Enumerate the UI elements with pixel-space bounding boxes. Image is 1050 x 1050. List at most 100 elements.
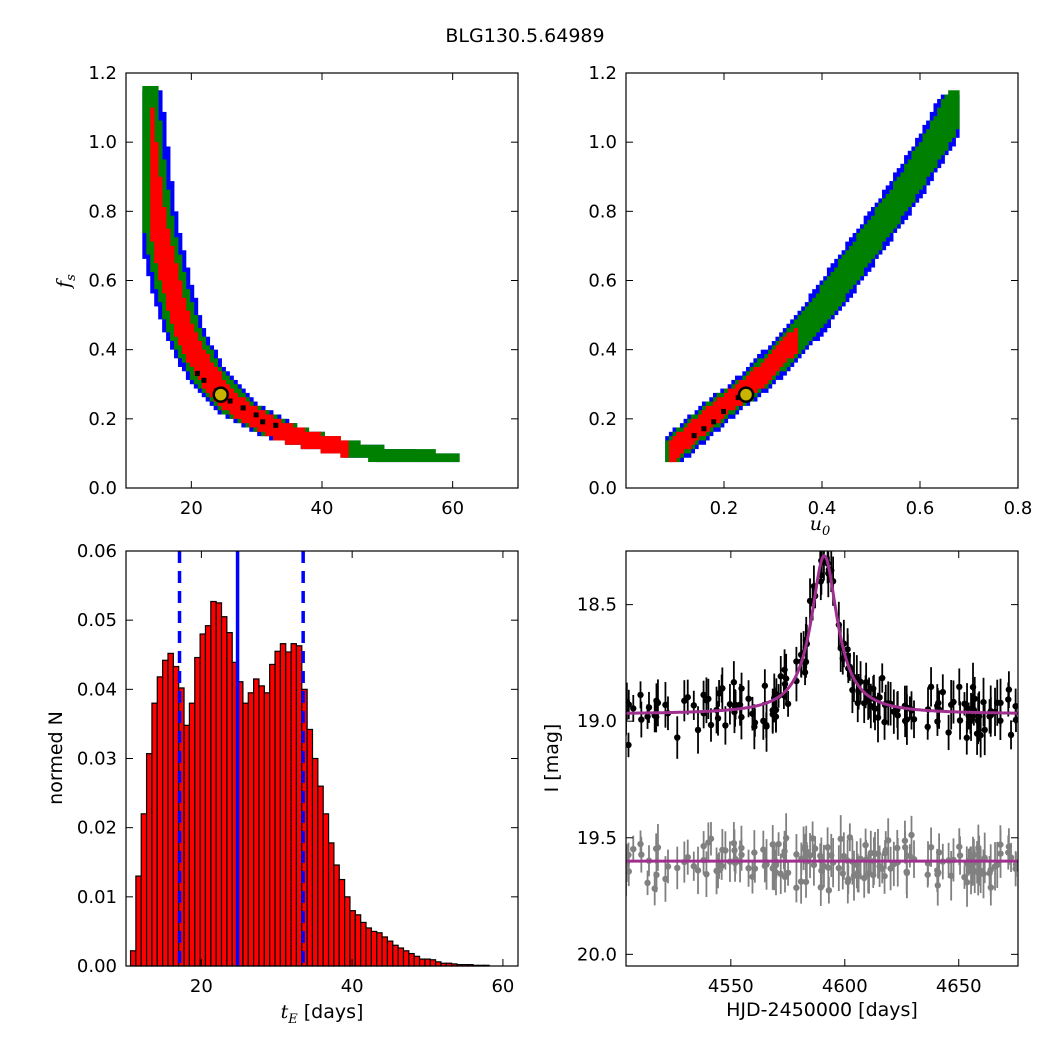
sigma1-cell xyxy=(753,367,757,393)
data-point xyxy=(716,690,722,696)
best-cell xyxy=(241,405,246,410)
x-tick-label: 4650 xyxy=(936,976,982,997)
histogram-bar xyxy=(307,729,312,966)
residual-point xyxy=(870,872,876,878)
histogram-bar xyxy=(393,945,398,966)
residual-point xyxy=(948,873,954,879)
histogram-bar xyxy=(141,814,146,966)
y-tick-label: 1.0 xyxy=(588,132,617,153)
sigma2-cell xyxy=(823,281,827,324)
residual-point xyxy=(935,882,941,888)
sigma2-cell xyxy=(864,224,868,267)
sigma2-cell xyxy=(849,246,853,289)
residual-point xyxy=(665,863,671,869)
sigma2-cell xyxy=(930,121,934,173)
histogram-bar xyxy=(195,658,200,966)
y-tick-label: 18.5 xyxy=(577,595,617,616)
sigma2-cell xyxy=(820,285,824,328)
histogram-bar xyxy=(157,677,162,966)
data-point xyxy=(674,734,680,740)
x-tick-label: 4600 xyxy=(822,976,868,997)
histogram-bar xyxy=(339,880,344,966)
data-point xyxy=(948,702,954,708)
histogram-bar xyxy=(350,911,355,966)
y-tick-label: 0.4 xyxy=(588,340,617,361)
residual-point xyxy=(828,852,834,858)
sigma2-cell xyxy=(952,90,956,138)
sigma1-cell xyxy=(794,328,798,354)
sigma2-cell xyxy=(893,181,897,229)
sigma1-cell xyxy=(321,436,325,453)
sigma2-cell xyxy=(878,203,882,251)
data-point xyxy=(980,699,986,705)
sigma2-cell xyxy=(816,293,820,332)
sigma1-cell xyxy=(728,389,732,411)
sigma1-cell xyxy=(305,432,309,449)
sigma1-cell xyxy=(328,436,332,453)
sigma2-cell xyxy=(871,216,875,259)
best-cell xyxy=(260,419,265,424)
histogram-bar xyxy=(147,754,152,966)
histogram-bar xyxy=(420,959,425,966)
y-tick-label: 0.03 xyxy=(77,749,117,770)
data-point xyxy=(961,701,967,707)
sigma1-cell xyxy=(166,229,170,311)
y-tick-label: 0.2 xyxy=(588,409,617,430)
histogram-bar xyxy=(200,634,205,966)
sigma1-cell xyxy=(277,419,281,441)
data-point xyxy=(964,735,970,741)
y-tick-label: 0.0 xyxy=(588,478,617,499)
sigma1-cell xyxy=(170,246,174,324)
best-cell xyxy=(228,399,233,404)
sigma1-cell xyxy=(691,419,695,445)
sigma2-cell xyxy=(408,449,412,462)
sigma2-cell xyxy=(845,250,849,293)
residual-point xyxy=(783,835,789,841)
x-tick-label: 0.6 xyxy=(906,498,935,519)
residual-point xyxy=(904,870,910,876)
residual-point xyxy=(651,885,657,891)
y-axis-label: fs xyxy=(53,274,79,290)
data-point xyxy=(875,714,881,720)
sigma1-cell xyxy=(281,423,285,440)
data-point xyxy=(945,729,951,735)
data-point xyxy=(957,717,963,723)
sigma1-cell xyxy=(174,263,178,336)
residual-point xyxy=(1005,849,1011,855)
residual-point xyxy=(674,865,680,871)
histogram-bar xyxy=(227,633,232,966)
histogram-bar xyxy=(275,651,280,966)
x-tick-label: 20 xyxy=(180,498,203,519)
histogram-bar xyxy=(211,601,216,966)
residual-point xyxy=(738,845,744,851)
data-point xyxy=(695,727,701,733)
sigma2-cell xyxy=(882,198,886,241)
sigma1-cell xyxy=(285,423,289,445)
data-point xyxy=(708,722,714,728)
sigma2-cell xyxy=(352,440,356,457)
data-point xyxy=(637,692,643,698)
y-tick-label: 0.4 xyxy=(88,340,117,361)
histogram-bar xyxy=(259,686,264,966)
sigma2-cell xyxy=(416,449,420,462)
y-tick-label: 19.5 xyxy=(577,828,617,849)
data-point xyxy=(879,675,885,681)
sigma2-cell xyxy=(834,268,838,311)
sigma2-cell xyxy=(431,449,435,462)
sigma1-cell xyxy=(687,423,691,449)
sigma1-cell xyxy=(680,432,684,454)
residual-point xyxy=(630,846,636,852)
residual-point xyxy=(997,850,1003,856)
histogram-bar xyxy=(168,653,173,966)
y-tick-label: 0.0 xyxy=(88,478,117,499)
data-point xyxy=(760,718,766,724)
y-tick-label: 0.02 xyxy=(77,818,117,839)
sigma1-cell xyxy=(768,354,772,380)
histogram-bar xyxy=(296,646,301,966)
sigma2-cell xyxy=(937,108,941,160)
residual-point xyxy=(812,845,818,851)
histogram-bar xyxy=(179,688,184,966)
sigma1-cell xyxy=(269,415,273,437)
residual-point xyxy=(722,847,728,853)
data-point xyxy=(956,684,962,690)
